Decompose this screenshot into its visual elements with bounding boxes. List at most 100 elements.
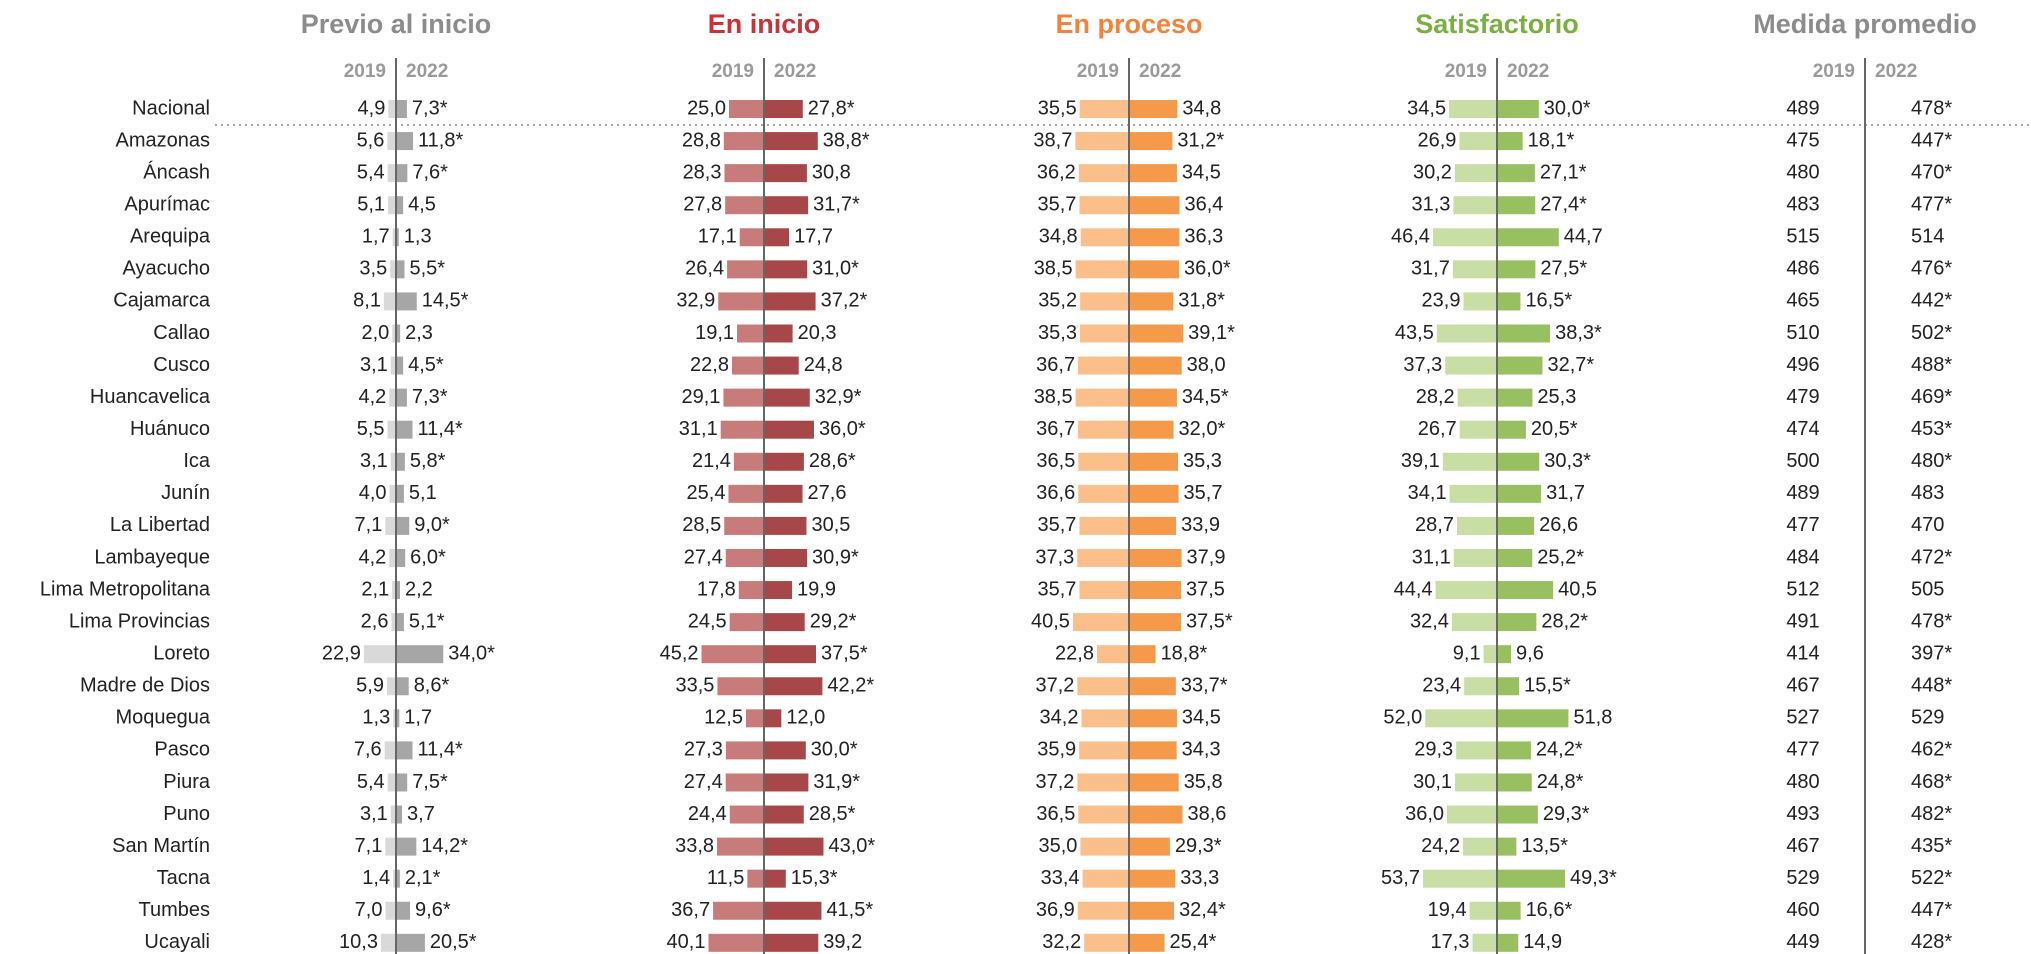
value-label: 33,5	[676, 675, 715, 697]
value-label: 31,9*	[813, 771, 860, 793]
table-value: 469*	[1911, 386, 1952, 408]
value-label: 30,0*	[1544, 97, 1591, 119]
value-label: 27,4	[684, 771, 723, 793]
bar-2022	[765, 581, 793, 600]
region-label: Cajamarca	[113, 290, 211, 312]
value-label: 31,0*	[812, 258, 859, 280]
value-label: 40,5	[1558, 578, 1597, 600]
value-label: 24,5	[688, 610, 727, 632]
bar-2022	[397, 324, 401, 343]
bar-2022	[765, 388, 810, 407]
region-label: Madre de Dios	[80, 675, 210, 697]
bar-2019	[728, 484, 763, 503]
value-label: 7,0	[355, 899, 383, 921]
bar-2022	[765, 452, 804, 471]
value-label: 5,5*	[409, 258, 445, 280]
table-value: 447*	[1911, 899, 1952, 921]
value-label: 6,0*	[410, 546, 446, 568]
value-label: 22,9	[322, 642, 361, 664]
bar-2022	[1130, 548, 1182, 567]
value-label: 2,1	[361, 578, 389, 600]
bar-2019	[717, 677, 763, 696]
bar-2019	[729, 613, 763, 632]
value-label: 38,5	[1034, 386, 1073, 408]
value-label: 13,5*	[1521, 835, 1568, 857]
table-value: 480	[1786, 161, 1819, 183]
table-value: 484	[1786, 546, 1819, 568]
value-label: 53,7	[1381, 867, 1420, 889]
bar-2022	[1498, 773, 1532, 792]
value-label: 28,5	[682, 514, 721, 536]
value-label: 27,5*	[1540, 258, 1587, 280]
value-label: 31,3	[1411, 193, 1450, 215]
bar-2022	[1130, 773, 1179, 792]
value-label: 36,5	[1036, 803, 1075, 825]
table-value: 502*	[1911, 322, 1952, 344]
panel-title: Satisfactorio	[1415, 9, 1579, 39]
bar-2022	[1498, 420, 1526, 439]
table-value: 477	[1786, 739, 1819, 761]
table-value: 472*	[1911, 546, 1952, 568]
value-label: 31,1	[1412, 546, 1451, 568]
bar-2019	[1077, 773, 1128, 792]
value-label: 35,5	[1038, 97, 1077, 119]
value-label: 35,0	[1038, 835, 1077, 857]
bar-2022	[1130, 869, 1176, 888]
value-label: 37,2	[1035, 771, 1074, 793]
value-label: 36,3	[1184, 226, 1223, 248]
value-label: 17,8	[697, 578, 736, 600]
value-label: 35,7	[1184, 482, 1223, 504]
value-label: 26,4	[685, 258, 724, 280]
bar-2019	[1483, 645, 1496, 664]
value-label: 36,4	[1185, 193, 1224, 215]
table-value: 482*	[1911, 803, 1952, 825]
bar-2022	[765, 645, 816, 664]
bar-2022	[397, 869, 400, 888]
bar-2019	[1456, 741, 1496, 760]
bar-2019	[1435, 581, 1496, 600]
table-value: 470	[1911, 514, 1944, 536]
value-label: 38,8*	[823, 129, 870, 151]
panel-title: En inicio	[708, 9, 821, 39]
bar-2019	[388, 196, 395, 215]
bar-2019	[1078, 356, 1128, 375]
value-label: 39,2	[823, 931, 862, 953]
value-label: 19,4	[1428, 899, 1467, 921]
bar-2019	[387, 164, 395, 183]
value-label: 14,5*	[422, 290, 469, 312]
table-value: 442*	[1911, 290, 1952, 312]
bar-2019	[393, 709, 395, 728]
region-label: Ucayali	[144, 931, 210, 953]
bar-2019	[1454, 164, 1496, 183]
value-label: 9,0*	[414, 514, 450, 536]
value-label: 9,6	[1516, 642, 1544, 664]
bar-2019	[729, 100, 763, 118]
bar-2022	[1498, 548, 1533, 567]
value-label: 39,1*	[1188, 322, 1235, 344]
bar-2022	[1498, 356, 1543, 375]
bar-2022	[1130, 292, 1174, 311]
bar-2022	[397, 901, 411, 920]
value-label: 2,1*	[405, 867, 441, 889]
value-label: 4,9	[358, 97, 386, 119]
value-label: 27,1*	[1540, 161, 1587, 183]
value-label: 7,6*	[412, 161, 448, 183]
year-label: 2022	[774, 61, 816, 82]
value-label: 20,3	[798, 322, 837, 344]
value-label: 5,1*	[409, 610, 445, 632]
bar-2022	[1498, 292, 1521, 311]
bar-2019	[1463, 292, 1496, 311]
value-label: 17,7	[794, 226, 833, 248]
bar-2019	[1455, 773, 1496, 792]
bar-2019	[363, 645, 395, 664]
bar-2019	[389, 548, 395, 567]
bar-2019	[738, 581, 763, 600]
value-label: 5,5	[357, 418, 385, 440]
bar-2019	[387, 773, 395, 792]
bar-2022	[765, 164, 807, 183]
value-label: 26,6	[1539, 514, 1578, 536]
value-label: 5,4	[357, 771, 385, 793]
bar-2022	[1498, 805, 1538, 824]
value-label: 5,9	[356, 675, 384, 697]
bar-2019	[1077, 677, 1128, 696]
